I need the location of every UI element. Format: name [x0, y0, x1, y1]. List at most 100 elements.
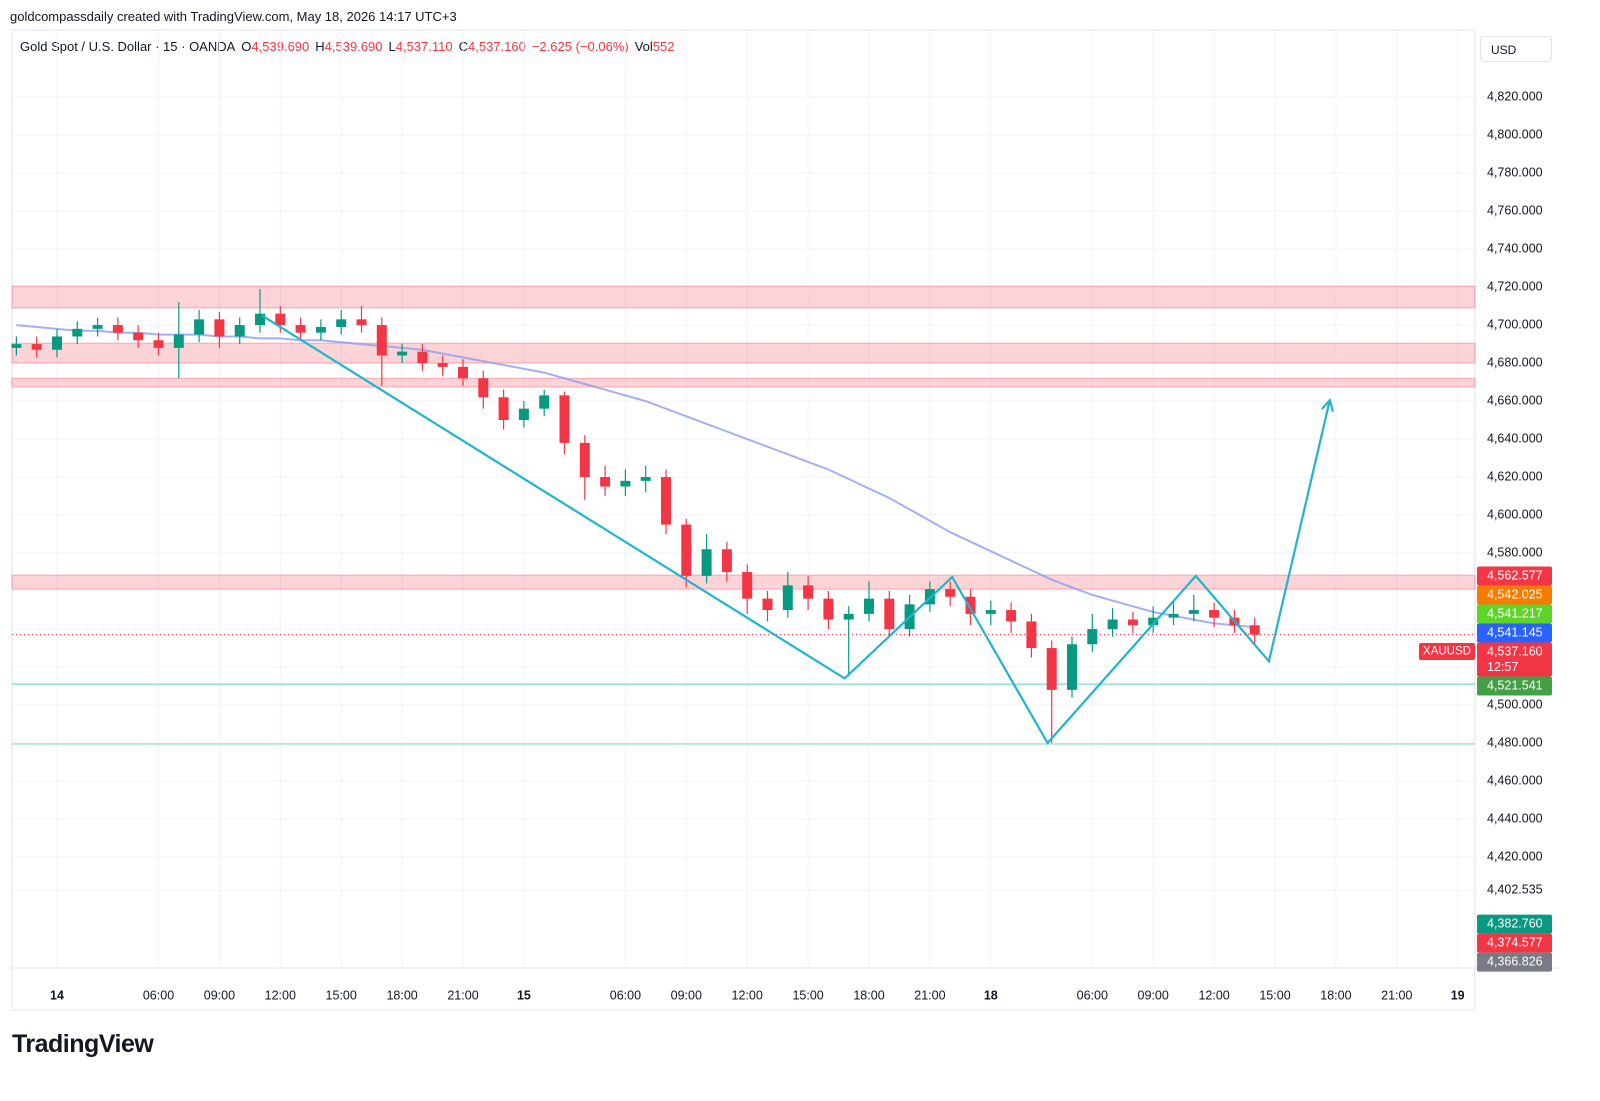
candle-body: [843, 613, 854, 620]
x-tick-label: 21:00: [914, 988, 945, 1002]
candle-body: [92, 325, 103, 329]
candle-body: [518, 408, 529, 421]
candle-body: [458, 366, 468, 379]
price-label: [1477, 914, 1552, 934]
candle-body: [620, 480, 631, 487]
y-tick-label: 4,500.000: [1487, 697, 1543, 711]
currency-button[interactable]: USD: [1480, 36, 1552, 62]
x-tick-label: 09:00: [204, 988, 235, 1002]
price-label-text: 4,366.826: [1487, 954, 1543, 968]
x-tick-label: 15: [517, 988, 531, 1002]
high: 4,539.690: [324, 39, 383, 54]
symbol-bar: Gold Spot / U.S. Dollar · 15 · OANDA O 4,5…: [20, 39, 674, 54]
candle-body: [1026, 621, 1037, 649]
zone: [11, 342, 1476, 364]
y-tick-label: 4,800.000: [1487, 127, 1543, 141]
price-label: [1477, 642, 1552, 677]
candle-body: [214, 319, 225, 337]
open-label: O: [241, 39, 252, 54]
candle-body: [112, 325, 123, 333]
moving-average: [16, 324, 1255, 629]
y-tick-label: 4,680.000: [1487, 355, 1543, 369]
candle-body: [72, 328, 83, 337]
price-label-text: 4,542.025: [1487, 587, 1543, 601]
low: 4,537.110: [395, 39, 453, 54]
candle-body: [782, 585, 793, 611]
x-tick-label: 06:00: [610, 988, 641, 1002]
x-tick-label: 15:00: [1259, 988, 1290, 1002]
x-tick-label: 06:00: [143, 988, 174, 1002]
candle-body: [194, 319, 205, 335]
candle-body: [1107, 619, 1118, 630]
high-label: H: [315, 39, 325, 54]
candle-body: [945, 589, 956, 597]
candle-body: [315, 326, 326, 333]
candle-body: [539, 395, 550, 409]
x-tick-label: 12:00: [1198, 988, 1229, 1002]
price-label-text: 4,382.760: [1487, 916, 1543, 930]
countdown: 12:57: [1487, 660, 1518, 674]
candle-body: [701, 549, 712, 576]
y-tick-label: 4,402.535: [1487, 883, 1543, 897]
zone: [11, 285, 1476, 309]
volume: 552: [652, 39, 675, 54]
candle-body: [1148, 617, 1159, 626]
plot-frame: [11, 29, 1476, 1011]
volume-label: Vol: [634, 39, 653, 54]
change: −2.625 (−0.06%): [531, 39, 629, 54]
attribution: goldcompassdaily created with TradingVie…: [10, 9, 457, 24]
candle-body: [437, 363, 448, 367]
candle-body: [295, 325, 306, 333]
x-tick-label: 21:00: [1381, 988, 1412, 1002]
y-tick-label: 4,720.000: [1487, 279, 1543, 293]
candle-body: [133, 332, 144, 341]
price-label-text: 4,541.217: [1487, 606, 1543, 620]
candle-body: [336, 319, 347, 327]
x-tick-label: 09:00: [671, 988, 702, 1002]
candle-body: [742, 572, 753, 599]
candle-body: [478, 378, 489, 398]
candle-body: [255, 313, 265, 326]
price-label-text: 4,562.577: [1487, 568, 1543, 582]
candle-body: [579, 442, 590, 478]
candle-body: [864, 598, 874, 614]
y-tick-label: 4,620.000: [1487, 469, 1543, 483]
y-tick-label: 4,700.000: [1487, 317, 1543, 331]
x-tick-label: 19: [1451, 988, 1465, 1002]
candle-body: [1168, 613, 1179, 618]
price-label: [1477, 933, 1552, 953]
y-tick-label: 4,420.000: [1487, 849, 1543, 863]
price-label-text: 4,374.577: [1487, 935, 1543, 949]
y-tick-label: 4,760.000: [1487, 203, 1543, 217]
candle-body: [11, 344, 22, 348]
candle-body: [1046, 648, 1057, 690]
price-label: [1477, 952, 1552, 972]
candle-body: [721, 549, 732, 573]
candle-body: [417, 351, 428, 364]
price-label-text: 4,521.541: [1487, 678, 1543, 692]
candle-body: [1209, 610, 1220, 618]
price-label: [1477, 676, 1552, 696]
pattern-line: [261, 314, 1331, 745]
price-label: [1477, 566, 1552, 586]
candle-body: [661, 477, 671, 525]
candle-body: [965, 596, 976, 614]
x-tick-label: 09:00: [1138, 988, 1169, 1002]
y-tick-label: 4,440.000: [1487, 811, 1543, 825]
x-tick-label: 12:00: [732, 988, 763, 1002]
candle-body: [153, 340, 164, 348]
price-label: [1477, 623, 1552, 643]
brand: TradingView: [12, 1030, 154, 1058]
candle-body: [31, 344, 42, 350]
candle-body: [1127, 619, 1138, 626]
y-tick-label: 4,480.000: [1487, 735, 1543, 749]
price-label: [1477, 604, 1552, 624]
x-tick-label: 21:00: [447, 988, 478, 1002]
y-tick-label: 4,640.000: [1487, 431, 1543, 445]
x-tick-label: 15:00: [326, 988, 357, 1002]
candle-body: [600, 477, 611, 487]
symbol: Gold Spot / U.S. Dollar · 15 · OANDA: [20, 39, 236, 54]
candle-body: [173, 334, 184, 348]
candle-body: [640, 477, 651, 481]
candle-body: [1249, 625, 1260, 635]
